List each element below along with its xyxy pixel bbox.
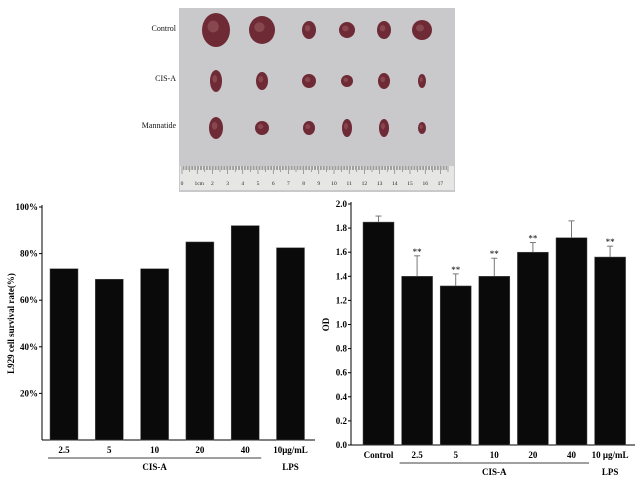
y-axis-label: OD [321, 317, 331, 331]
y-tick-label: 0.6 [336, 368, 348, 378]
tumor-highlight [380, 76, 386, 83]
x-tick-label: 10 [490, 450, 500, 460]
ruler-label: 17 [438, 181, 444, 187]
tumor-highlight [344, 123, 348, 130]
x-tick-label: 2.5 [58, 445, 70, 455]
tumor-highlight [305, 124, 311, 130]
ruler-label: 13 [377, 181, 383, 187]
ruler-label: 3 [226, 181, 229, 187]
x-tick-label: 10 [150, 445, 160, 455]
y-tick-label: 1.8 [336, 223, 348, 233]
y-axis-label: L929 cell survival rate(%) [6, 273, 16, 374]
y-tick-label: 1.6 [336, 247, 348, 257]
row-label-mannatide: Mannatide [141, 121, 176, 130]
bar [439, 285, 472, 446]
significance-mark: ** [606, 237, 616, 247]
bar [276, 247, 305, 441]
ruler-label: 7 [287, 181, 290, 187]
y-tick-label: 2.0 [336, 199, 348, 209]
group-label: CIS-A [142, 462, 167, 472]
row-label-cis-a: CIS-A [155, 74, 176, 83]
x-tick-label: 10μg/mL [273, 445, 308, 455]
tumor-highlight [257, 124, 264, 130]
group-label: LPS [282, 462, 299, 472]
tumor-highlight [419, 124, 423, 129]
y-tick-label: 100% [16, 202, 39, 212]
x-tick-label: 40 [241, 445, 251, 455]
ruler-label: 5 [257, 181, 260, 187]
bar [594, 256, 626, 446]
y-tick-label: 40% [20, 342, 38, 352]
x-tick-label: Control [364, 450, 394, 460]
bar [401, 276, 433, 446]
bar [517, 251, 549, 446]
ruler-label: 14 [392, 181, 398, 187]
ruler-label: 10 [331, 181, 337, 187]
ruler-label: 8 [302, 181, 305, 187]
x-tick-label: 20 [528, 450, 538, 460]
significance-mark: ** [528, 234, 538, 244]
tumor-highlight [258, 76, 264, 83]
od-chart: 0.0 0.2 0.4 0.6 0.8 1.0 1.2 1.4 1.6 1.8 2.0 OD Contr… [321, 199, 635, 477]
bar [140, 268, 169, 441]
x-tick-label: 40 [567, 450, 577, 460]
x-tick-label: 5 [107, 445, 112, 455]
tumor-highlight [212, 74, 218, 83]
x-tick-label: 2.5 [411, 450, 423, 460]
bar [185, 241, 215, 441]
ruler-label: 16 [422, 181, 428, 187]
bar [49, 268, 79, 441]
ruler-label: 9 [317, 181, 320, 187]
bar [478, 276, 511, 446]
tumor-highlight [254, 22, 265, 33]
y-tick-label: 60% [20, 295, 38, 305]
tumor-highlight [211, 121, 218, 130]
tumor-highlight [304, 25, 311, 32]
significance-mark: ** [413, 247, 423, 257]
bar [230, 225, 260, 441]
tumor-highlight [343, 77, 349, 82]
tumor-photo: 0 1cm 2 3 4 5 6 7 8 9 10 11 12 13 14 15 16 17 [179, 8, 455, 192]
y-tick-label: 0.0 [336, 440, 348, 450]
tumor-highlight [304, 77, 311, 83]
bar [95, 278, 124, 441]
ruler-label: 0 [181, 181, 184, 187]
group-label: CIS-A [482, 467, 507, 477]
y-tick-label: 0.4 [336, 392, 348, 402]
ruler-label: 12 [362, 181, 368, 187]
ruler-label: 2 [211, 181, 214, 187]
y-tick-label: 1.4 [336, 271, 348, 281]
ruler-label: 15 [407, 181, 413, 187]
tumor-highlight [207, 20, 219, 33]
bar [555, 237, 588, 446]
row-label-control: Control [151, 24, 176, 33]
tumor-highlight [419, 77, 423, 83]
tumor-highlight [416, 24, 424, 32]
ruler-label: 6 [272, 181, 275, 187]
ruler-label: 11 [347, 181, 353, 187]
y-tick-label: 80% [20, 249, 38, 259]
survival-rate-chart: 20% 40% 60% 80% 100% L929 cell survival rate(… [6, 202, 315, 472]
group-label: LPS [602, 467, 619, 477]
y-tick-label: 0.2 [336, 416, 348, 426]
y-tick-label: 20% [20, 388, 38, 398]
x-tick-label: 10 μg/mL [592, 450, 629, 460]
ruler-label: 4 [241, 181, 244, 187]
tumor-highlight [379, 25, 386, 32]
tumor-highlight [381, 123, 385, 130]
ruler-label: 1cm [194, 181, 204, 187]
x-tick-label: 5 [453, 450, 458, 460]
y-tick-label: 0.8 [336, 344, 348, 354]
significance-mark: ** [490, 249, 500, 259]
y-tick-label: 1.0 [336, 320, 348, 330]
x-tick-label: 20 [195, 445, 205, 455]
y-tick-label: 1.2 [336, 295, 348, 305]
bar [362, 221, 395, 446]
tumor-highlight [342, 25, 349, 32]
significance-mark: ** [451, 265, 461, 275]
